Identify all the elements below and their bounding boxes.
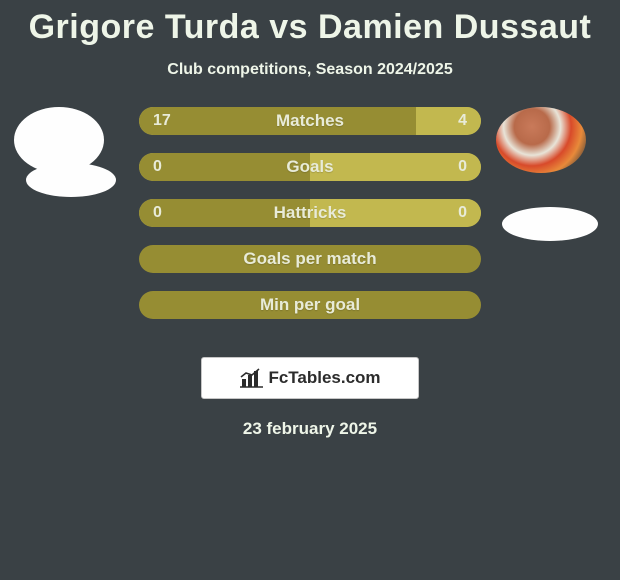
stat-row-hattricks-right-value: 0 [458,199,467,227]
stat-row-goals-per-match-label: Goals per match [139,245,481,273]
stat-row-matches: 17 Matches 4 [139,107,481,135]
stat-row-min-per-goal: Min per goal [139,291,481,319]
page-title: Grigore Turda vs Damien Dussaut [0,0,620,47]
page-subtitle: Club competitions, Season 2024/2025 [0,61,620,79]
report-date: 23 february 2025 [0,419,620,439]
stat-row-hattricks-label: Hattricks [139,199,481,227]
stat-row-goals-label: Goals [139,153,481,181]
stat-row-hattricks: 0 Hattricks 0 [139,199,481,227]
stat-row-min-per-goal-label: Min per goal [139,291,481,319]
chart-icon [239,367,265,389]
stat-row-goals: 0 Goals 0 [139,153,481,181]
stat-row-matches-label: Matches [139,107,481,135]
stat-bars: 17 Matches 4 0 Goals 0 0 Hattricks 0 Goa… [139,107,481,337]
branding-text: FcTables.com [268,368,380,388]
stat-row-matches-right-value: 4 [458,107,467,135]
stat-row-goals-per-match: Goals per match [139,245,481,273]
player-right-flag-placeholder [502,207,598,241]
stat-row-goals-right-value: 0 [458,153,467,181]
player-right-avatar [496,107,586,173]
player-left-flag-placeholder [26,163,116,197]
branding-badge: FcTables.com [201,357,419,399]
